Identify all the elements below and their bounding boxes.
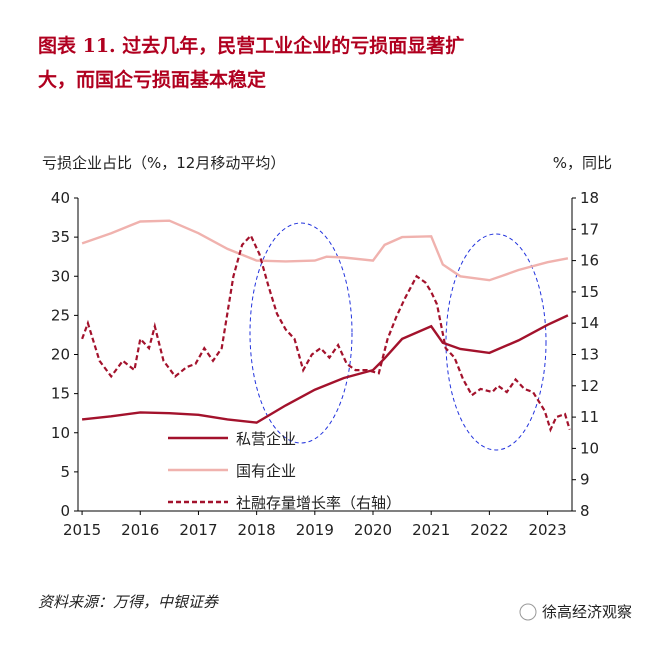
x-tick-label: 2018 xyxy=(238,521,276,539)
x-tick-label: 2022 xyxy=(470,521,508,539)
line-series xyxy=(81,219,569,282)
y2-tick-label: 16 xyxy=(580,252,599,270)
y-tick-label: 35 xyxy=(51,228,70,246)
x-tick-label: 2023 xyxy=(528,521,566,539)
x-tick-label: 2021 xyxy=(412,521,450,539)
watermark: 徐高经济观察 xyxy=(542,603,632,621)
y2-tick-label: 13 xyxy=(580,346,599,364)
watermark-icon xyxy=(519,603,537,621)
y2-tick-label: 12 xyxy=(580,377,599,395)
y2-tick-label: 14 xyxy=(580,314,599,332)
y2-axis-label: %，同比 xyxy=(553,154,612,172)
highlight-ellipse xyxy=(445,233,547,451)
x-tick-label: 2019 xyxy=(296,521,334,539)
y2-tick-label: 11 xyxy=(580,408,599,426)
source-note: 资料来源：万得，中银证券 xyxy=(38,593,219,611)
x-tick-label: 2020 xyxy=(354,521,392,539)
y2-tick-label: 8 xyxy=(580,502,590,520)
y-tick-label: 40 xyxy=(51,189,70,207)
legend-label: 社融存量增长率（右轴） xyxy=(236,494,401,512)
y-tick-label: 5 xyxy=(60,463,70,481)
y-tick-label: 20 xyxy=(51,346,70,364)
y-tick-label: 10 xyxy=(51,424,70,442)
line-series xyxy=(81,314,569,424)
chart-title: 大，而国企亏损面基本稳定 xyxy=(38,68,266,91)
y2-tick-label: 10 xyxy=(580,439,599,457)
y-tick-label: 30 xyxy=(51,267,70,285)
chart-title: 图表 11. 过去几年，民营工业企业的亏损面显著扩 xyxy=(38,34,464,57)
y-tick-label: 15 xyxy=(51,385,70,403)
x-tick-label: 2016 xyxy=(121,521,159,539)
legend-label: 私营企业 xyxy=(236,430,296,448)
y2-tick-label: 15 xyxy=(580,283,599,301)
y-tick-label: 25 xyxy=(51,306,70,324)
y2-tick-label: 9 xyxy=(580,471,590,489)
y-axis-label: 亏损企业占比（%，12月移动平均） xyxy=(42,154,285,172)
x-tick-label: 2017 xyxy=(179,521,217,539)
legend-label: 国有企业 xyxy=(236,462,296,480)
x-tick-label: 2015 xyxy=(63,521,101,539)
line-series xyxy=(81,233,571,433)
y-tick-label: 0 xyxy=(60,502,70,520)
y2-tick-label: 18 xyxy=(580,189,599,207)
highlight-ellipse xyxy=(249,222,353,444)
y2-tick-label: 17 xyxy=(580,220,599,238)
